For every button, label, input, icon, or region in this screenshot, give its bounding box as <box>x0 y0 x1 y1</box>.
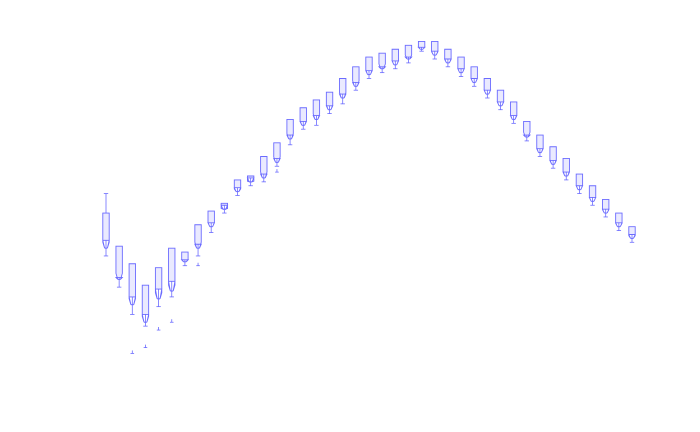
box-32 <box>509 101 518 124</box>
box-body <box>457 56 465 73</box>
box-5 <box>154 267 163 331</box>
box-body <box>430 41 439 56</box>
box-body <box>128 263 137 305</box>
box-25 <box>417 41 426 52</box>
box-body <box>273 142 281 163</box>
box-body <box>233 179 242 192</box>
box-21 <box>365 56 373 79</box>
box-body <box>614 212 623 227</box>
box-body <box>509 101 518 120</box>
box-1 <box>102 193 110 257</box>
box-body <box>141 284 150 323</box>
box-body <box>562 158 571 177</box>
box-body <box>575 173 584 190</box>
box-36 <box>562 158 571 181</box>
box-28 <box>457 56 465 77</box>
box-34 <box>536 134 544 157</box>
box-39 <box>601 198 610 218</box>
box-body <box>536 134 544 153</box>
box-12 <box>246 175 255 187</box>
box-body <box>601 198 610 214</box>
box-body <box>338 78 347 99</box>
box-body <box>391 48 400 66</box>
box-19 <box>338 78 347 105</box>
box-20 <box>351 66 360 91</box>
box-22 <box>377 52 387 74</box>
box-35 <box>549 146 558 169</box>
box-body <box>102 212 110 249</box>
box-7 <box>180 251 190 267</box>
box-3 <box>128 263 137 354</box>
box-17 <box>312 99 321 126</box>
box-body <box>168 247 176 292</box>
box-body <box>220 202 229 210</box>
box-30 <box>483 78 492 99</box>
box-body <box>365 56 373 75</box>
box-body <box>628 226 636 239</box>
box-body <box>417 41 426 50</box>
box-37 <box>575 173 584 194</box>
box-body <box>522 120 532 138</box>
box-body <box>207 210 216 227</box>
box-29 <box>470 66 479 87</box>
box-body <box>194 224 202 249</box>
box-body <box>312 99 321 120</box>
box-body <box>483 78 492 95</box>
box-41 <box>628 226 636 243</box>
box-13 <box>259 156 268 183</box>
box-15 <box>286 119 295 146</box>
box-23 <box>391 48 400 70</box>
box-body <box>549 146 558 165</box>
box-26 <box>430 41 439 60</box>
box-body <box>351 66 360 87</box>
box-4 <box>141 284 150 349</box>
box-body <box>377 52 387 70</box>
box-11 <box>233 179 242 196</box>
box-body <box>443 48 452 64</box>
box-33 <box>522 120 532 142</box>
box-body <box>496 89 505 106</box>
box-40 <box>614 212 623 232</box>
box-8 <box>194 224 202 267</box>
box-16 <box>299 107 308 130</box>
box-10 <box>220 202 229 214</box>
box-24 <box>404 44 413 64</box>
box-18 <box>325 91 334 114</box>
box-31 <box>496 89 505 111</box>
box-38 <box>588 185 597 206</box>
box-2 <box>114 245 124 288</box>
box-body <box>114 245 124 280</box>
box-body <box>404 44 413 60</box>
box-body <box>299 107 308 126</box>
box-body <box>180 251 190 263</box>
box-14 <box>273 142 281 173</box>
box-9 <box>207 210 216 233</box>
box-body <box>286 119 295 140</box>
box-27 <box>443 48 452 68</box>
box-body <box>470 66 479 83</box>
box-body <box>325 91 334 110</box>
box-body <box>259 156 268 179</box>
box-body <box>246 175 255 183</box>
box-body <box>588 185 597 202</box>
box-6 <box>168 247 176 323</box>
box-body <box>154 267 163 299</box>
